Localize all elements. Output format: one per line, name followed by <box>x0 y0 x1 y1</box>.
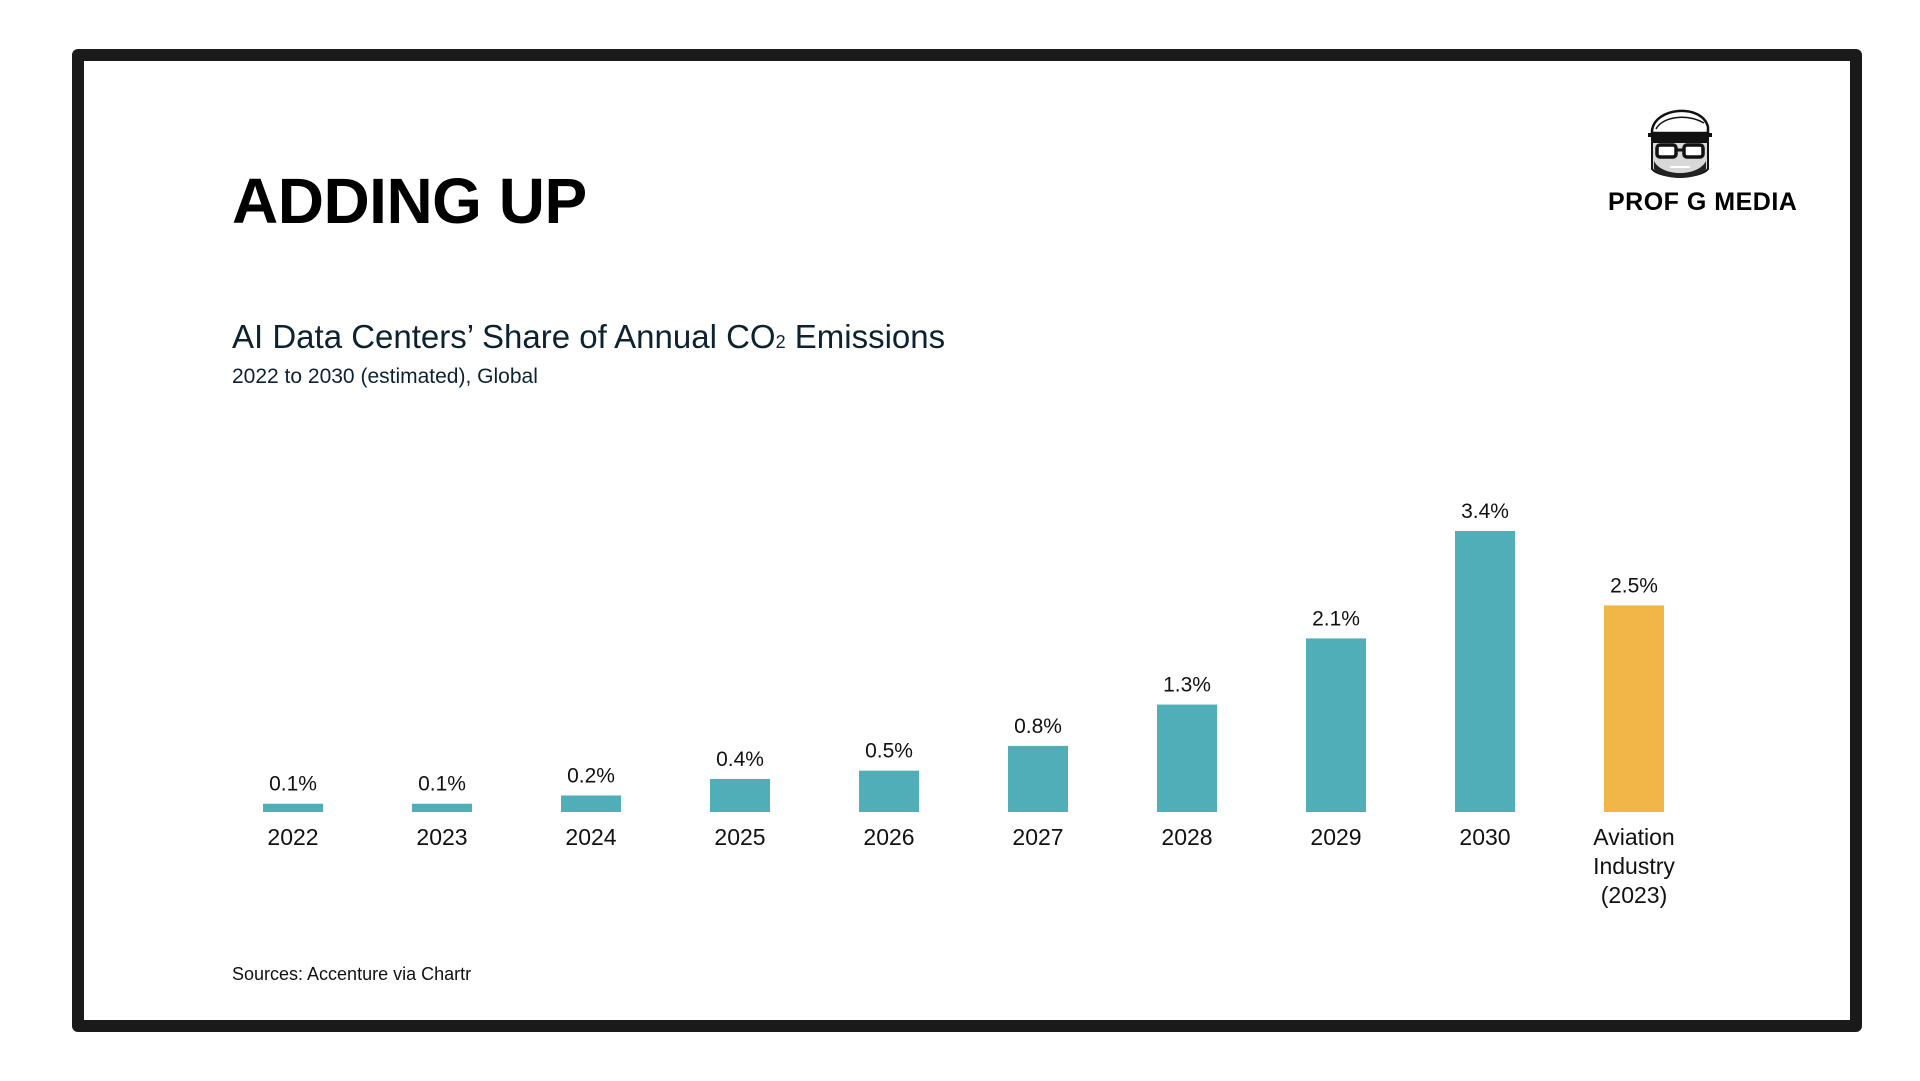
category-label-line: 2025 <box>714 824 765 850</box>
bar-value-label: 0.8% <box>1014 715 1062 738</box>
category-label-line: 2027 <box>1012 824 1063 850</box>
category-label: 2030 <box>1459 824 1510 850</box>
bar-value-label: 2.1% <box>1312 607 1360 630</box>
chart-title-subscript: 2 <box>775 332 786 352</box>
category-label: 2029 <box>1310 824 1361 850</box>
category-label-line: 2030 <box>1459 824 1510 850</box>
bar-value-label: 1.3% <box>1163 674 1211 697</box>
bar-chart: 0.1% 2022 0.1% 2023 0.2% 2024 0.4% 2025 0.5% 2026… <box>263 500 1675 908</box>
chart-title: AI Data Centers’ Share of Annual CO2 Emi… <box>232 320 945 353</box>
chart-title-main: AI Data Centers’ Share of Annual CO <box>232 318 776 355</box>
category-label: 2028 <box>1161 824 1212 850</box>
category-label-line: 2022 <box>267 824 318 850</box>
bar-value-label: 0.1% <box>418 773 466 796</box>
category-label: 2024 <box>565 824 616 850</box>
brand: PROF G MEDIA <box>1608 99 1798 229</box>
brand-name: PROF G MEDIA <box>1608 188 1798 216</box>
bar-value-label: 0.1% <box>269 773 317 796</box>
category-label: 2027 <box>1012 824 1063 850</box>
category-label-line: 2023 <box>416 824 467 850</box>
bar-value-label: 0.5% <box>865 740 913 763</box>
bar <box>412 803 472 812</box>
bar <box>1455 531 1515 812</box>
bar <box>1306 638 1366 812</box>
bar <box>1008 745 1068 812</box>
sources-note: Sources: Accenture via Chartr <box>232 964 472 984</box>
chart-title-tail: Emissions <box>785 318 946 355</box>
bar-value-label: 3.4% <box>1461 500 1509 523</box>
professor-caricature-icon <box>1648 109 1712 178</box>
bar <box>1604 605 1664 812</box>
bar-value-label: 0.2% <box>567 764 615 787</box>
category-label-line: 2029 <box>1310 824 1361 850</box>
category-label: 2026 <box>863 824 914 850</box>
slide-title: ADDING UP <box>232 165 587 237</box>
bar-value-label: 2.5% <box>1610 574 1658 597</box>
category-label-line: 2028 <box>1161 824 1212 850</box>
chart-subtitle: 2022 to 2030 (estimated), Global <box>232 365 538 388</box>
bar <box>859 770 919 812</box>
category-label-line: (2023) <box>1601 882 1667 908</box>
category-label: 2023 <box>416 824 467 850</box>
category-label-line: 2024 <box>565 824 616 850</box>
bar <box>561 795 621 812</box>
category-label: Aviation Industry (2023) <box>1593 824 1675 908</box>
bar <box>1157 704 1217 812</box>
bar <box>710 778 770 812</box>
bar <box>263 803 323 812</box>
category-label-line: Aviation <box>1593 824 1674 850</box>
category-label: 2025 <box>714 824 765 850</box>
slide-frame: ADDING UP PROF G MEDIA AI Data Centers’ … <box>72 49 1862 1032</box>
bar-value-label: 0.4% <box>716 748 764 771</box>
category-label-line: Industry <box>1593 853 1675 879</box>
category-label-line: 2026 <box>863 824 914 850</box>
category-label: 2022 <box>267 824 318 850</box>
